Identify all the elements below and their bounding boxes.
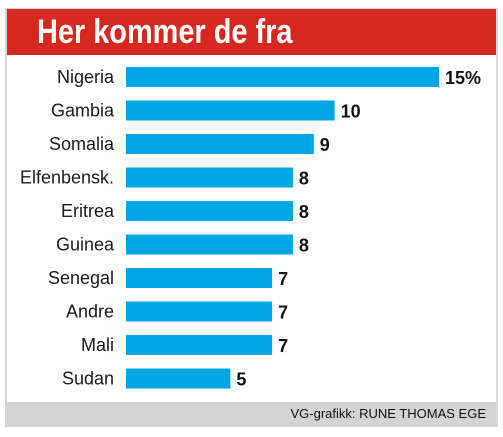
category-label-gambia: Gambia (51, 101, 115, 121)
category-label-eritrea: Eritrea (61, 201, 115, 221)
credit-text: VG-grafikk: RUNE THOMAS EGE (290, 406, 486, 421)
value-label-eritrea: 8 (299, 202, 309, 222)
category-label-nigeria: Nigeria (57, 67, 115, 87)
bar-mali (126, 335, 273, 355)
category-label-elfenbensk: Elfenbensk. (20, 168, 114, 188)
bar-guinea (126, 234, 293, 255)
footer-bar: VG-grafikk: RUNE THOMAS EGE (7, 402, 496, 426)
value-label-andre: 7 (278, 303, 288, 323)
value-label-guinea: 8 (299, 236, 309, 256)
title-bar: Her kommer de fra (7, 9, 496, 55)
chart-title: Her kommer de fra (37, 13, 293, 51)
value-label-senegal: 7 (278, 269, 288, 289)
bar-sudan (126, 368, 231, 389)
category-label-guinea: Guinea (56, 235, 115, 255)
category-label-somalia: Somalia (49, 134, 115, 154)
bar-somalia (126, 134, 314, 154)
value-label-nigeria: 15% (445, 68, 481, 88)
bar-senegal (126, 268, 273, 288)
category-label-sudan: Sudan (62, 369, 114, 389)
bar-eritrea (126, 201, 293, 221)
value-label-elfenbensk: 8 (299, 169, 309, 189)
category-label-andre: Andre (66, 302, 114, 322)
value-label-gambia: 10 (341, 102, 361, 122)
value-label-somalia: 9 (320, 135, 330, 155)
bar-andre (126, 301, 273, 322)
value-label-mali: 7 (278, 336, 288, 356)
category-label-mali: Mali (81, 335, 114, 355)
bar-elfenbensk (126, 167, 293, 188)
category-label-senegal: Senegal (48, 268, 114, 288)
bar-gambia (126, 100, 335, 121)
bar-nigeria (126, 67, 439, 87)
value-label-sudan: 5 (236, 370, 246, 390)
